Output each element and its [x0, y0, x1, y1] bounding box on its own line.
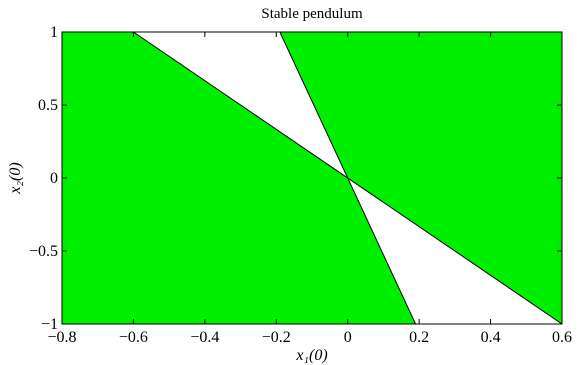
y-tick-label: 0	[50, 170, 58, 187]
y-tick-label: −0.5	[29, 243, 58, 260]
boundary-lines-layer	[133, 31, 563, 325]
x-tick-label: 0.6	[552, 329, 572, 346]
y-tick-label: 1	[50, 24, 58, 41]
y-tick-label: 0.5	[38, 97, 58, 114]
y-axis-label: x₂(0)	[7, 162, 24, 194]
stable-region-right	[279, 32, 562, 324]
boundary-line-2	[279, 31, 417, 325]
regions-layer	[62, 32, 562, 324]
x-axis-label: x₁(0)	[295, 347, 327, 364]
x-tick-label: −0.2	[262, 329, 291, 346]
x-tick-label: −0.4	[190, 329, 219, 346]
stable-region-left	[62, 32, 416, 324]
x-tick-label: 0	[344, 329, 352, 346]
x-tick-label: −0.8	[47, 329, 76, 346]
ticks-layer: −0.8 −0.6 −0.4 −0.2 0 0.2 0.4 0.6 −1 −0.5 0 0.5 1	[29, 24, 572, 346]
x-tick-label: −0.6	[119, 329, 148, 346]
x-tick-label: 0.2	[409, 329, 429, 346]
chart-title: Stable pendulum	[261, 6, 363, 22]
x-tick-label: 0.4	[481, 329, 501, 346]
y-tick-label: −1	[41, 316, 58, 333]
